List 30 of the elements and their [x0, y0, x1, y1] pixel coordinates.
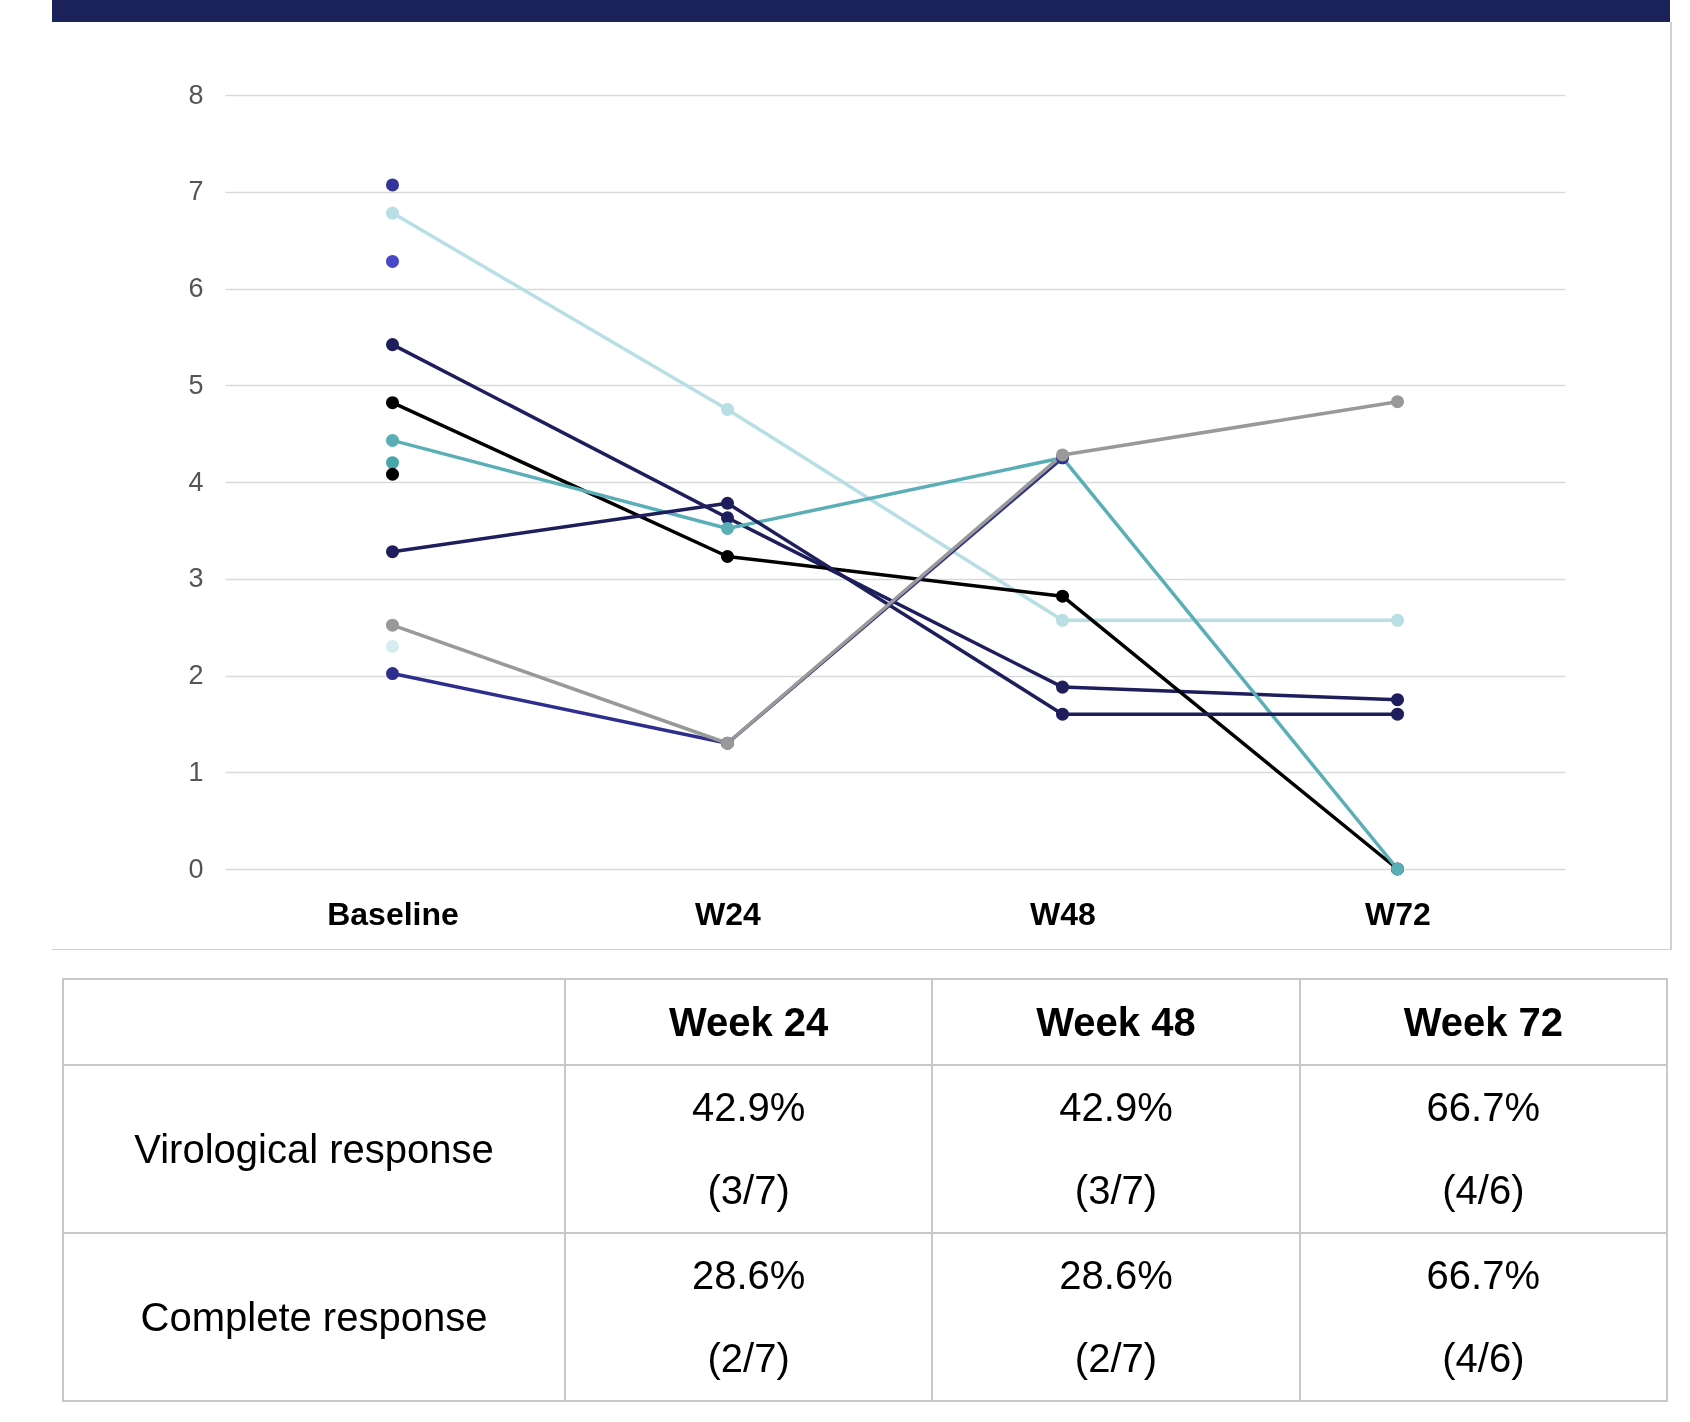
text: 28.6%: [565, 1233, 933, 1317]
y-tick-label: 7: [188, 176, 204, 207]
x-tick-label: W24: [695, 895, 762, 932]
text: 66.7%: [1299, 1065, 1667, 1149]
y-tick-label: 4: [188, 466, 204, 497]
text: Week 48: [932, 979, 1300, 1065]
y-tick-label: 5: [188, 369, 204, 400]
y-tick-label: 0: [188, 853, 204, 884]
text: (3/7): [932, 1149, 1300, 1233]
text: Complete response: [63, 1233, 565, 1401]
text: (4/6): [1299, 1149, 1667, 1233]
text: 42.9%: [565, 1065, 933, 1149]
x-tick-label: Baseline: [327, 895, 459, 932]
text: (2/7): [565, 1317, 933, 1401]
y-tick-label: 1: [188, 756, 204, 787]
y-tick-label: 6: [188, 273, 204, 303]
x-tick-label: W72: [1365, 895, 1431, 932]
text: (4/6): [1299, 1317, 1667, 1401]
text: Virological response: [63, 1065, 565, 1233]
text: 28.6%: [932, 1233, 1300, 1317]
text: Week 72: [1299, 979, 1667, 1065]
x-tick-label: W48: [1030, 895, 1096, 932]
text: 66.7%: [1299, 1233, 1667, 1317]
y-tick-label: 2: [188, 660, 204, 690]
text: Week 24: [565, 979, 933, 1065]
y-tick-label: 8: [188, 79, 204, 110]
y-tick-label: 3: [188, 563, 204, 594]
text: (2/7): [932, 1317, 1300, 1401]
text: 42.9%: [932, 1065, 1300, 1149]
text: (3/7): [565, 1149, 933, 1233]
